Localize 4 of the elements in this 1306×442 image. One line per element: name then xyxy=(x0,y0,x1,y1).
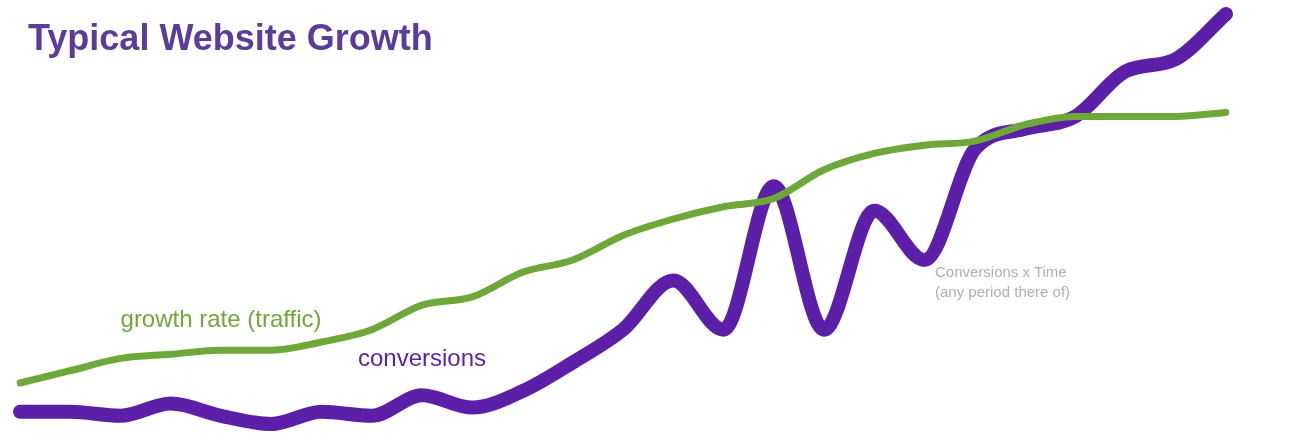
series-label: growth rate (traffic) xyxy=(120,304,322,332)
chart-title: Typical Website Growth xyxy=(28,16,433,58)
series-label: conversions xyxy=(357,343,487,371)
annotation: Conversions x Time (any period there of) xyxy=(935,262,1071,300)
